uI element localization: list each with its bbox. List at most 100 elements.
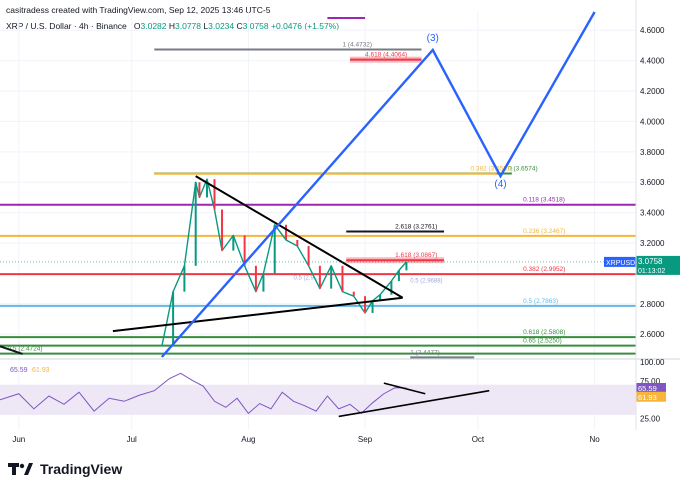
y-tick-label: 4.6000 — [640, 26, 665, 35]
high-label: H — [168, 21, 176, 31]
y-tick-label: 3.8000 — [640, 148, 665, 157]
candle — [243, 235, 246, 266]
tradingview-logo[interactable]: TradingView — [8, 458, 122, 480]
rsi-trendline — [338, 389, 490, 418]
rsi-y-tick: 25.00 — [640, 415, 661, 424]
faded-fib-label: 0.5 (2.9...) — [294, 275, 321, 281]
rsi-pane: 65.59 61.93 — [0, 367, 636, 418]
wave-label: (4) — [494, 179, 506, 190]
candle — [352, 291, 355, 297]
triangle-trendline — [112, 296, 403, 333]
candle — [183, 265, 186, 292]
symbol-tag — [604, 256, 636, 267]
fib-level-label: 4.618 (4.4064) — [365, 52, 407, 59]
fib-level-label: 0.618 (2.5808) — [523, 329, 565, 336]
candle — [172, 291, 175, 347]
x-tick-label: Jun — [12, 435, 25, 444]
close-label: C — [236, 21, 243, 31]
fib-level-label: 0.382 (2.9952) — [523, 266, 565, 273]
rsi-value-badge — [636, 391, 666, 402]
x-tick-label: Sep — [358, 435, 373, 444]
symbol-tag-label: XRPUSD — [606, 260, 635, 267]
change-value: +0.0476 (+1.57%) — [271, 21, 340, 31]
rsi-value-badge — [636, 382, 666, 393]
fib-levels: 1 (4.4732)4.618 (4.4064)0 (3.6574)0.382 … — [0, 17, 636, 359]
triangle-trendline — [195, 175, 404, 299]
symbol-info-row: XRP / U.S. Dollar · 4h · Binance O3.0282… — [6, 21, 339, 31]
rsi-line — [0, 372, 407, 415]
candle — [318, 265, 321, 289]
candle — [198, 182, 201, 198]
y-tick-label: 4.2000 — [640, 87, 665, 96]
fib-level-label: 0.382 (3.6561) — [470, 166, 512, 173]
faded-fib-label: 0.5 (2.9688) — [410, 279, 442, 285]
low-label: L — [203, 21, 209, 31]
y-tick-label: 4.0000 — [640, 117, 665, 126]
rsi-y-tick: 75.00 — [640, 377, 661, 386]
x-tick-label: Jul — [127, 435, 137, 444]
y-tick-label: 2.8000 — [640, 300, 665, 309]
fib-level-label: 1 (4.4732) — [342, 42, 372, 49]
y-tick-label: 3.6000 — [640, 178, 665, 187]
candle — [213, 179, 216, 210]
wave-label: (3) — [427, 33, 439, 44]
low-value: 3.0234 — [208, 21, 235, 31]
symbol-name[interactable]: XRP / U.S. Dollar · 4h · Binance — [6, 21, 127, 31]
rsi-band — [0, 384, 636, 415]
y-tick-label: 3.2000 — [640, 239, 665, 248]
bar-countdown: 01:13:02 — [638, 268, 665, 275]
wave-b-segment — [0, 345, 23, 355]
fib-level-label: 1 (2.4477) — [410, 349, 440, 356]
rsi-trendline — [383, 382, 426, 395]
last-price-badge — [636, 255, 680, 275]
candle — [405, 261, 408, 271]
candle — [285, 224, 288, 240]
x-tick-label: Oct — [472, 435, 485, 444]
last-price-value: 3.0758 — [638, 257, 663, 266]
candle — [296, 239, 299, 247]
elliott-wave-path — [160, 11, 596, 358]
candle — [397, 270, 400, 282]
fib-level-label: 1.618 (3.0867) — [395, 252, 437, 259]
tradingview-wordmark: TradingView — [40, 461, 123, 477]
rsi-title-value: 65.59 — [10, 367, 28, 374]
candle — [379, 294, 382, 301]
fib-level-label: 0.5 (2.7863) — [523, 298, 558, 305]
candle — [221, 209, 224, 251]
grid — [0, 12, 680, 430]
y-tick-label: 3.4000 — [640, 209, 665, 218]
fib-level-label: 0.118 (3.4518) — [523, 197, 565, 204]
fib-level-label: 0.5 (2.4724) — [8, 346, 43, 353]
candle — [371, 300, 374, 313]
rsi-value-label: 61.93 — [638, 393, 657, 402]
open-value: 3.0282 — [140, 21, 167, 31]
tradingview-logo-icon — [8, 463, 33, 475]
candle — [262, 273, 265, 292]
candle — [364, 296, 367, 313]
chart-credit: casitradess created with TradingView.com… — [6, 5, 271, 15]
candle — [254, 265, 257, 292]
candle — [205, 179, 208, 198]
candle — [341, 265, 344, 292]
price-line — [161, 178, 407, 347]
fib-level-label: 2.618 (3.2761) — [395, 223, 437, 230]
candle — [330, 265, 333, 289]
y-tick-label: 2.6000 — [640, 330, 665, 339]
fib-level-label: 0.236 (3.2467) — [523, 228, 565, 235]
price-series — [161, 178, 408, 347]
candle — [307, 246, 310, 266]
fib-level-label: 0 (3.6574) — [508, 165, 538, 172]
fib-level-label: 0.65 (2.5250) — [523, 338, 562, 345]
rsi-y-tick: 100.00 — [640, 358, 665, 367]
y-tick-label: 4.4000 — [640, 57, 665, 66]
rsi-value-label: 65.59 — [638, 384, 657, 393]
axes: Jun Jul Aug Sep Oct No 4.6000 4.4000 4.2000 4.000… — [0, 0, 680, 444]
open-label: O — [133, 21, 141, 31]
x-tick-label: Aug — [241, 435, 255, 444]
drawings: (B)(3)(4) — [0, 11, 596, 358]
candle — [194, 182, 197, 266]
x-tick-label: No — [589, 435, 600, 444]
candle — [232, 235, 235, 251]
close-value: 3.0758 — [242, 21, 269, 31]
